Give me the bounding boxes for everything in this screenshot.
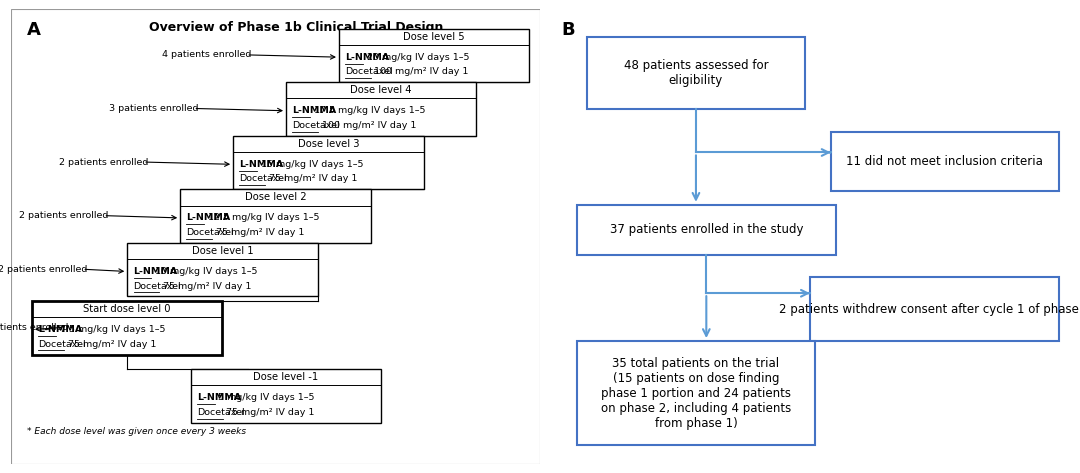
Text: 75 mg/m² IV day 1: 75 mg/m² IV day 1 bbox=[65, 340, 156, 349]
Bar bbox=[810, 277, 1058, 341]
Bar bbox=[831, 132, 1058, 191]
Text: 2 patients enrolled: 2 patients enrolled bbox=[19, 211, 108, 220]
Text: 48 patients assessed for
eligibility: 48 patients assessed for eligibility bbox=[623, 59, 768, 87]
Text: Dose level -1: Dose level -1 bbox=[254, 372, 319, 382]
Bar bbox=[127, 243, 318, 297]
Bar bbox=[588, 37, 805, 109]
Text: Docetaxel: Docetaxel bbox=[38, 340, 86, 349]
Text: Dose level 4: Dose level 4 bbox=[351, 85, 411, 95]
Text: Dose level 5: Dose level 5 bbox=[403, 32, 465, 42]
Text: 7.5 mg/kg IV days 1–5: 7.5 mg/kg IV days 1–5 bbox=[57, 325, 165, 334]
Text: A: A bbox=[27, 21, 41, 39]
Text: L-NMMA: L-NMMA bbox=[346, 53, 390, 61]
Text: Docetaxel: Docetaxel bbox=[187, 228, 234, 237]
Text: Docetaxel: Docetaxel bbox=[346, 67, 393, 76]
Text: L-NMMA: L-NMMA bbox=[134, 267, 178, 276]
Text: Dose level 2: Dose level 2 bbox=[244, 193, 307, 202]
Text: 37 patients enrolled in the study: 37 patients enrolled in the study bbox=[609, 223, 804, 236]
Text: 20 mg/kg IV days 1–5: 20 mg/kg IV days 1–5 bbox=[364, 53, 469, 61]
Bar bbox=[32, 301, 222, 355]
Text: 100 mg/m² IV day 1: 100 mg/m² IV day 1 bbox=[372, 67, 469, 76]
Text: 3 patients enrolled: 3 patients enrolled bbox=[109, 104, 199, 113]
Text: L-NMMA: L-NMMA bbox=[197, 393, 241, 402]
Text: Docetaxel: Docetaxel bbox=[197, 408, 245, 417]
Text: 2 patients enrolled: 2 patients enrolled bbox=[58, 158, 148, 166]
Bar bbox=[286, 82, 476, 136]
Bar bbox=[191, 369, 381, 423]
Text: Dose level 1: Dose level 1 bbox=[191, 246, 254, 256]
Text: 75 mg/m² IV day 1: 75 mg/m² IV day 1 bbox=[266, 175, 357, 184]
Text: Start dose level 0: Start dose level 0 bbox=[83, 304, 171, 314]
Text: Docetaxel: Docetaxel bbox=[240, 175, 287, 184]
Bar bbox=[180, 189, 370, 243]
Text: Docetaxel: Docetaxel bbox=[134, 281, 181, 290]
Text: 75 mg/m² IV day 1: 75 mg/m² IV day 1 bbox=[160, 281, 252, 290]
Text: 5 mg/kg IV days 1–5: 5 mg/kg IV days 1–5 bbox=[216, 393, 315, 402]
Text: Overview of Phase 1b Clinical Trial Design: Overview of Phase 1b Clinical Trial Desi… bbox=[149, 21, 444, 34]
Text: 15 mg/kg IV days 1–5: 15 mg/kg IV days 1–5 bbox=[258, 160, 363, 169]
Text: * Each dose level was given once every 3 weeks: * Each dose level was given once every 3… bbox=[27, 427, 246, 436]
Text: L-NMMA: L-NMMA bbox=[293, 106, 337, 115]
Text: B: B bbox=[562, 21, 575, 39]
Text: L-NMMA: L-NMMA bbox=[187, 213, 231, 222]
Text: 2 patients enrolled: 2 patients enrolled bbox=[0, 323, 69, 332]
Text: 2 patients enrolled: 2 patients enrolled bbox=[0, 265, 87, 274]
Text: Docetaxel: Docetaxel bbox=[293, 121, 340, 130]
Text: 75 mg/m² IV day 1: 75 mg/m² IV day 1 bbox=[213, 228, 305, 237]
Text: 2 patients withdrew consent after cycle 1 of phase 2: 2 patients withdrew consent after cycle … bbox=[779, 303, 1080, 315]
Text: 35 total patients on the trial
(15 patients on dose finding
phase 1 portion and : 35 total patients on the trial (15 patie… bbox=[600, 357, 791, 429]
Bar bbox=[577, 205, 836, 254]
Text: 12.5 mg/kg IV days 1–5: 12.5 mg/kg IV days 1–5 bbox=[205, 213, 320, 222]
Text: Dose level 3: Dose level 3 bbox=[298, 139, 359, 149]
Bar bbox=[233, 136, 423, 189]
Text: 17.5 mg/kg IV days 1–5: 17.5 mg/kg IV days 1–5 bbox=[311, 106, 426, 115]
Text: L-NMMA: L-NMMA bbox=[240, 160, 284, 169]
Text: 4 patients enrolled: 4 patients enrolled bbox=[162, 50, 252, 60]
Text: 10 mg/kg IV days 1–5: 10 mg/kg IV days 1–5 bbox=[152, 267, 257, 276]
Bar bbox=[577, 341, 815, 446]
Text: 75 mg/m² IV day 1: 75 mg/m² IV day 1 bbox=[224, 408, 314, 417]
Text: L-NMMA: L-NMMA bbox=[38, 325, 82, 334]
Bar bbox=[339, 28, 529, 82]
Text: 11 did not meet inclusion criteria: 11 did not meet inclusion criteria bbox=[847, 155, 1043, 168]
Text: 100 mg/m² IV day 1: 100 mg/m² IV day 1 bbox=[319, 121, 416, 130]
